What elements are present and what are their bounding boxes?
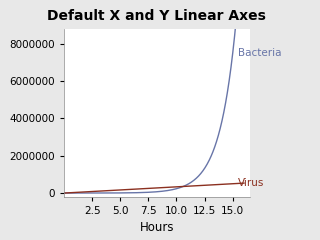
Y-axis label: Virus Growth: Virus Growth <box>0 75 4 151</box>
X-axis label: Hours: Hours <box>140 221 174 234</box>
Text: Virus: Virus <box>238 178 265 188</box>
Text: Bacteria: Bacteria <box>238 48 282 58</box>
Title: Default X and Y Linear Axes: Default X and Y Linear Axes <box>47 9 266 24</box>
